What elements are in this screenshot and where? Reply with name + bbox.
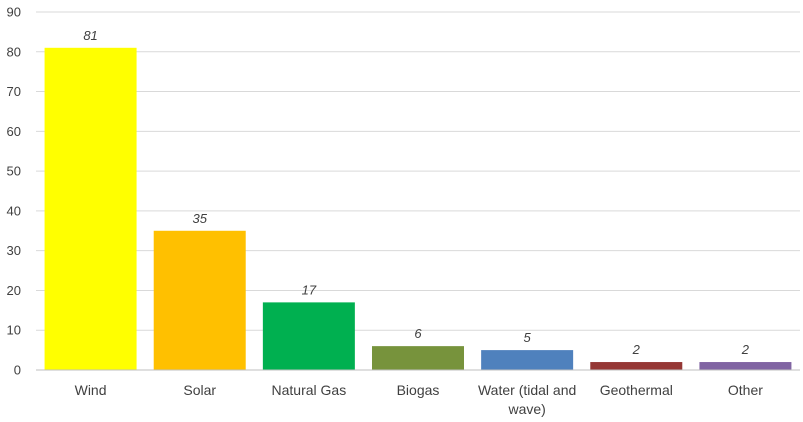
data-label: 35	[192, 211, 207, 226]
x-category-label-line: Water (tidal and	[478, 382, 576, 398]
bar	[153, 230, 246, 370]
gridlines	[36, 11, 800, 331]
y-tick-label: 30	[7, 243, 21, 258]
x-category-label: Natural Gas	[272, 382, 347, 398]
y-tick-label: 50	[7, 164, 21, 179]
data-label: 2	[632, 342, 641, 357]
data-label: 2	[741, 342, 750, 357]
y-tick-label: 40	[7, 203, 21, 218]
x-category-label-line: Biogas	[397, 382, 440, 398]
x-category-label: Other	[728, 382, 763, 398]
y-tick-label: 10	[7, 323, 21, 338]
x-category-label-line: Natural Gas	[272, 382, 347, 398]
x-category-label: Geothermal	[600, 382, 673, 398]
bars	[44, 47, 792, 371]
y-tick-label: 0	[14, 363, 21, 378]
y-tick-label: 70	[7, 84, 21, 99]
data-label: 81	[83, 28, 97, 43]
data-label: 5	[524, 330, 532, 345]
y-tick-label: 20	[7, 283, 21, 298]
data-label: 6	[414, 326, 422, 341]
data-labels: 81 35 17 6 5 2 2	[83, 28, 749, 357]
y-tick-label: 80	[7, 44, 21, 59]
y-tick-label: 90	[7, 5, 21, 20]
x-axis-category-labels: Wind Solar Natural Gas Biogas Water (tidal a…	[75, 382, 764, 417]
x-category-label-line: Other	[728, 382, 763, 398]
bar	[372, 346, 464, 370]
x-category-label: Water (tidal and wave)	[478, 382, 576, 417]
data-label: 17	[302, 282, 317, 297]
x-category-label-line: Geothermal	[600, 382, 673, 398]
bar	[44, 47, 137, 371]
y-tick-label: 60	[7, 124, 21, 139]
x-category-label: Biogas	[397, 382, 440, 398]
x-category-label: Wind	[75, 382, 107, 398]
x-category-label-line: wave)	[507, 401, 545, 417]
x-category-label: Solar	[183, 382, 216, 398]
x-category-label-line: Solar	[183, 382, 216, 398]
bar	[262, 302, 355, 370]
bar	[481, 350, 574, 370]
bar	[699, 362, 792, 370]
x-category-label-line: Wind	[75, 382, 107, 398]
y-axis-tick-labels: 0 10 20 30 40 50 60 70 80 90	[7, 5, 21, 378]
bar	[590, 362, 683, 370]
